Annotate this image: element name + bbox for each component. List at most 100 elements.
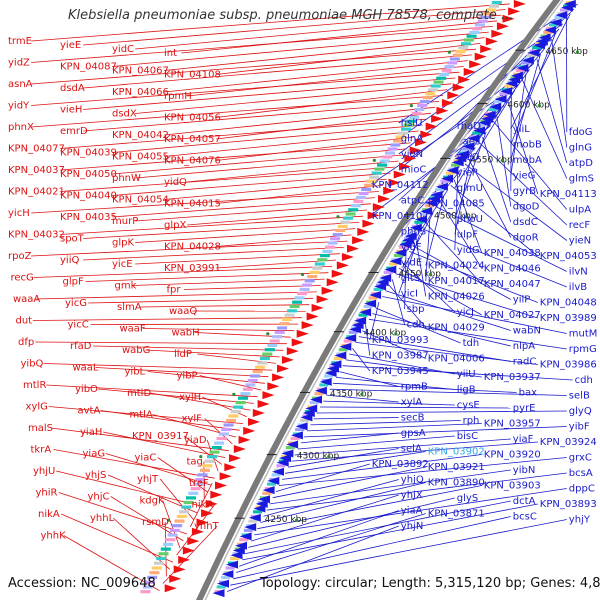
feature-block bbox=[165, 538, 176, 542]
feature-block bbox=[452, 53, 463, 57]
left-leader-line bbox=[83, 101, 440, 132]
right-leader-line bbox=[464, 163, 568, 241]
feature-block bbox=[425, 92, 436, 96]
forward-gene-arrow bbox=[341, 253, 354, 261]
right-gene-label: KPN_04027 bbox=[484, 310, 541, 321]
feature-block bbox=[417, 103, 428, 108]
reverse-gene-arrow bbox=[549, 18, 562, 27]
left-leader-line bbox=[88, 297, 314, 304]
feature-block bbox=[289, 304, 300, 309]
forward-gene-arrow bbox=[326, 278, 339, 287]
feature-block bbox=[445, 171, 455, 175]
right-gene-label: hslU bbox=[401, 118, 423, 129]
left-leader-line bbox=[216, 89, 448, 118]
right-gene-labels: hslU rhaD yiiL fdoG glnA aes mobB glnG yieN yieO m… bbox=[372, 118, 598, 532]
feature-block bbox=[279, 322, 290, 326]
left-leader-line bbox=[164, 178, 387, 200]
left-gene-label: KPN_04087 bbox=[60, 62, 117, 73]
left-leader-line bbox=[204, 418, 233, 445]
feature-block bbox=[214, 441, 225, 445]
right-gene-label: yhjY bbox=[569, 515, 591, 526]
map-title: Klebsiella pneumoniae subsp. pneumoniae … bbox=[68, 8, 514, 23]
forward-gene-arrow bbox=[286, 347, 299, 356]
feature-block bbox=[186, 496, 196, 500]
left-gene-label: yibL bbox=[125, 367, 146, 378]
feature-block bbox=[333, 356, 343, 361]
left-leader-line bbox=[112, 31, 489, 67]
right-gene-label: rpmG bbox=[569, 344, 597, 355]
feature-block bbox=[377, 163, 387, 167]
left-leader-line bbox=[93, 345, 284, 351]
feature-block bbox=[467, 139, 476, 143]
right-gene-label: yhjQ bbox=[401, 475, 424, 486]
right-leader-line bbox=[307, 423, 482, 432]
left-gene-label: KPN_03917 bbox=[132, 431, 189, 442]
feature-block bbox=[337, 224, 348, 228]
feature-block bbox=[486, 8, 497, 12]
feature-block bbox=[399, 245, 408, 249]
reverse-gene-arrow bbox=[300, 413, 313, 422]
right-leader-line bbox=[254, 488, 567, 536]
left-gene-label: KPN_04015 bbox=[164, 199, 221, 210]
right-leader-line bbox=[510, 74, 527, 176]
feature-block bbox=[302, 283, 313, 287]
feature-block bbox=[228, 414, 239, 418]
forward-gene-arrow bbox=[441, 99, 454, 107]
right-leader-line bbox=[521, 79, 568, 179]
feature-block bbox=[383, 270, 393, 274]
left-gene-label: yhhK bbox=[41, 531, 67, 542]
forward-gene-arrow bbox=[296, 329, 309, 338]
feature-block bbox=[348, 330, 358, 334]
left-gene-label: glpF bbox=[63, 277, 84, 288]
left-leader-line bbox=[216, 259, 337, 269]
reverse-gene-arrow bbox=[505, 79, 518, 88]
right-gene-label: aes bbox=[463, 137, 481, 148]
feature-block bbox=[363, 183, 374, 187]
feature-block bbox=[393, 254, 403, 258]
reverse-gene-arrow bbox=[415, 215, 427, 224]
reverse-gene-arrow bbox=[555, 11, 568, 20]
reverse-gene-arrow bbox=[364, 299, 377, 308]
feature-block bbox=[324, 374, 334, 378]
forward-gene-arrow bbox=[301, 321, 314, 330]
feature-block bbox=[436, 76, 447, 80]
feature-block bbox=[167, 533, 178, 537]
feature-block bbox=[221, 427, 232, 432]
reverse-gene-arrow bbox=[425, 199, 438, 207]
forward-gene-arrow bbox=[267, 382, 280, 391]
right-gene-label: rpmB bbox=[401, 382, 428, 393]
left-gene-label: dsdX bbox=[112, 109, 137, 120]
reverse-gene-arrow bbox=[389, 257, 402, 266]
feature-block bbox=[560, 8, 570, 12]
feature-block bbox=[202, 464, 213, 468]
right-leader-line bbox=[391, 279, 405, 325]
feature-block bbox=[292, 300, 303, 304]
feature-block bbox=[319, 383, 329, 387]
right-gene-label: KPN_04048 bbox=[540, 298, 597, 309]
forward-gene-arrow bbox=[316, 295, 329, 304]
right-leader-line bbox=[339, 371, 399, 387]
right-gene-label: KPN_04006 bbox=[428, 354, 485, 365]
reverse-gene-arrow bbox=[310, 395, 322, 404]
right-gene-label: yicJ bbox=[457, 307, 474, 318]
left-gene-label: phnX bbox=[8, 122, 34, 133]
left-gene-label: yhiR bbox=[36, 488, 58, 499]
right-leader-line bbox=[450, 184, 539, 257]
right-gene-label: secB bbox=[401, 413, 425, 424]
left-gene-label: yidZ bbox=[8, 58, 30, 69]
right-leader-line bbox=[269, 469, 511, 505]
right-gene-label: radC bbox=[513, 357, 537, 368]
reverse-gene-arrow bbox=[451, 158, 464, 167]
feature-block bbox=[401, 127, 411, 131]
left-gene-label: rfaD bbox=[70, 341, 92, 352]
left-gene-label: fpr bbox=[167, 285, 182, 296]
feature-block bbox=[414, 220, 424, 224]
reverse-gene-arrow bbox=[295, 422, 308, 431]
feature-block bbox=[197, 473, 208, 477]
feature-block bbox=[264, 348, 275, 352]
feature-block bbox=[252, 370, 263, 374]
reverse-gene-arrow bbox=[384, 265, 397, 274]
forward-gene-arrow bbox=[383, 186, 396, 195]
feature-block bbox=[414, 107, 425, 111]
right-leader-line bbox=[454, 89, 516, 189]
